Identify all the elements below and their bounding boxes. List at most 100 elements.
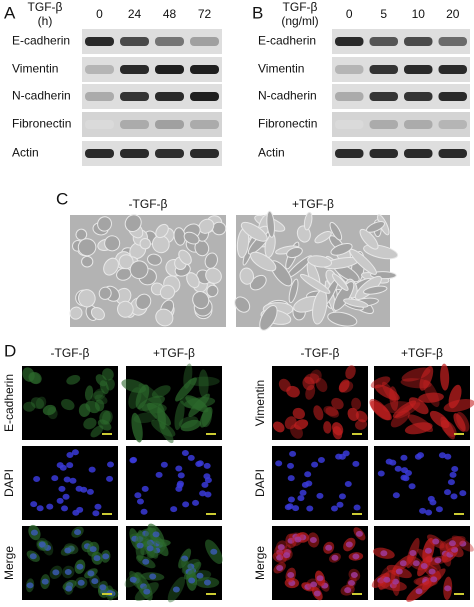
cytoplasm: [440, 363, 450, 391]
cytoplasm: [135, 384, 150, 410]
row-label: DAPI: [253, 469, 267, 497]
cell: [288, 278, 299, 304]
cytoplasm: [389, 386, 399, 411]
nucleus: [188, 577, 196, 584]
nucleus: [284, 504, 292, 511]
cytoplasm: [355, 419, 368, 430]
nucleus: [41, 578, 49, 585]
cell: [299, 273, 331, 294]
nucleus: [299, 489, 307, 496]
cytoplasm: [28, 371, 42, 385]
cell: [314, 230, 332, 244]
row-label: E-cadherin: [2, 374, 16, 432]
cytoplasm: [325, 406, 340, 418]
cells: [273, 365, 368, 440]
cell: [329, 221, 343, 241]
row-label: N-cadherin: [12, 89, 71, 103]
cytoplasm: [304, 373, 320, 385]
column-label: 0: [346, 7, 353, 21]
nucleus: [155, 471, 163, 478]
nucleus: [91, 578, 99, 585]
nucleus: [66, 462, 74, 469]
cell: [206, 284, 219, 298]
cytoplasm: [83, 417, 97, 430]
cell: [139, 237, 151, 250]
cells: [272, 527, 366, 601]
treatment-label: TGF-β: [283, 0, 318, 14]
nucleus: [287, 475, 295, 482]
band: [190, 149, 219, 158]
nucleus: [383, 576, 391, 583]
nucleus: [355, 530, 363, 537]
condition-label: -TGF-β: [301, 346, 340, 360]
nucleus: [444, 489, 452, 496]
cytoplasm: [355, 410, 368, 423]
band: [369, 37, 398, 46]
cytoplasm: [443, 399, 474, 413]
row-label: Vimentin: [253, 380, 267, 426]
cells: [377, 452, 467, 516]
nucleus: [447, 479, 455, 486]
nucleus: [408, 483, 416, 490]
scale-bar: [102, 433, 112, 435]
cytoplasm: [294, 419, 309, 430]
treatment-label: TGF-β: [28, 0, 63, 14]
nucleus: [309, 536, 317, 543]
band: [120, 149, 149, 158]
nucleus: [170, 506, 178, 513]
nucleus: [196, 460, 204, 467]
cells: [369, 363, 474, 440]
cell: [234, 296, 251, 313]
band: [190, 65, 219, 74]
cells: [124, 523, 223, 603]
nucleus: [380, 550, 388, 557]
cytoplasm: [331, 397, 344, 410]
cells: [234, 210, 399, 331]
cells: [22, 367, 115, 438]
condition-label: -TGF-β: [129, 197, 168, 211]
column-label: 72: [198, 7, 212, 21]
cells: [129, 450, 212, 515]
nucleus: [142, 558, 150, 565]
cell: [77, 238, 97, 257]
cytoplasm: [302, 376, 315, 391]
row-label: Merge: [2, 546, 16, 580]
cytoplasm: [23, 401, 36, 412]
band: [438, 37, 467, 46]
cytoplasm: [313, 405, 324, 421]
band: [404, 65, 433, 74]
nucleus: [287, 572, 295, 579]
nucleus: [86, 488, 94, 495]
cell: [359, 228, 379, 250]
cell: [240, 221, 268, 242]
nucleus: [66, 451, 74, 458]
cytoplasm: [390, 410, 410, 428]
nucleus: [72, 509, 80, 516]
nucleus: [395, 568, 403, 575]
band: [85, 65, 114, 74]
scale-bar: [454, 513, 464, 515]
cytoplasm: [78, 403, 91, 417]
nucleus: [435, 506, 443, 513]
nucleus: [306, 505, 314, 512]
nucleus: [400, 474, 408, 481]
cell: [249, 251, 277, 272]
nucleus: [459, 490, 467, 497]
nucleus: [106, 475, 114, 482]
cell: [266, 210, 275, 238]
nucleus: [99, 584, 107, 591]
cell: [183, 231, 200, 245]
nucleus: [344, 480, 352, 487]
nucleus: [93, 555, 101, 562]
nucleus: [424, 547, 432, 554]
cytoplasm: [61, 399, 75, 411]
nucleus: [412, 560, 420, 567]
nucleus: [331, 554, 339, 561]
band: [85, 37, 114, 46]
cell: [204, 252, 218, 269]
condition-label: +TGF-β: [153, 346, 195, 360]
nucleus: [187, 454, 195, 461]
band: [369, 149, 398, 158]
nucleus: [338, 453, 346, 460]
row-label: Vimentin: [12, 62, 58, 76]
